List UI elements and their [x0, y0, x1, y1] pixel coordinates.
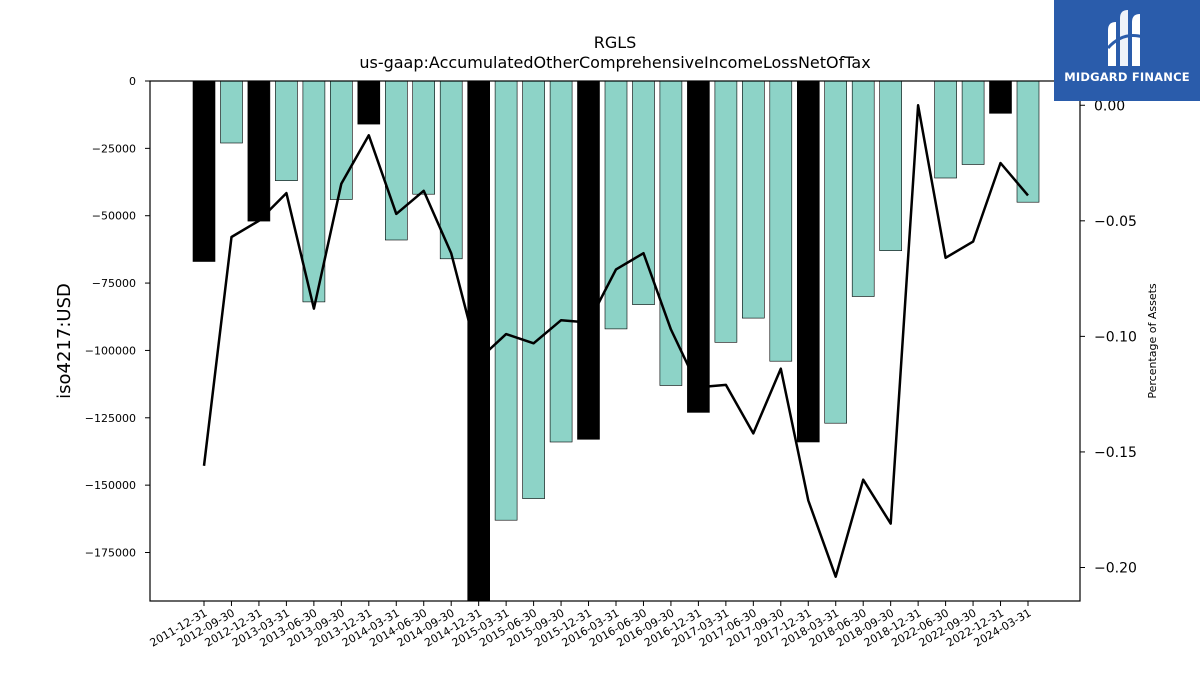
y-tick-label: −25000: [92, 142, 136, 155]
plot-frame: [149, 80, 1081, 602]
y2-tick-label: 0.00: [1094, 98, 1125, 114]
bar-2013-12-31: [357, 80, 381, 125]
bar-2024-03-31: [1016, 80, 1040, 203]
bar-2012-12-31: [247, 80, 271, 222]
bar-2015-03-31: [494, 80, 518, 521]
y2-axis-label: Percentage of Assets: [1146, 283, 1159, 399]
bar-2015-12-31: [577, 80, 600, 440]
bar-2018-03-31: [824, 80, 848, 424]
y2-tick-label: −0.10: [1094, 329, 1137, 345]
y-tick-label: −100000: [85, 344, 136, 357]
bar-2018-06-30: [851, 80, 875, 297]
bar-2017-09-30: [769, 80, 793, 362]
bar-2012-09-30: [220, 80, 243, 144]
left-axis: 0 −25000 −50000 −75000 −100000 −125000 −150000…: [85, 75, 150, 560]
bar-2015-06-30: [522, 80, 545, 499]
y-tick-label: 0: [129, 75, 136, 88]
bar-2011-12-31: [192, 80, 216, 262]
percentage-line-series: [202, 104, 1029, 578]
bar-2016-09-30: [659, 80, 683, 386]
bar-2015-09-30: [549, 80, 573, 443]
bar-2014-09-30: [439, 80, 463, 260]
chart-title: RGLS: [594, 33, 637, 52]
y2-tick-label: −0.20: [1094, 560, 1137, 576]
chart-subtitle: us-gaap:AccumulatedOtherComprehensiveInc…: [359, 53, 870, 72]
y2-tick-label: −0.15: [1094, 445, 1137, 461]
y-tick-label: −50000: [92, 210, 136, 223]
bar-2022-06-30: [934, 80, 957, 179]
bar-2016-12-31: [687, 80, 710, 413]
x-axis: 2011-12-312012-09-302012-12-312013-03-31…: [148, 601, 1034, 650]
y2-tick-label: −0.05: [1094, 214, 1137, 230]
bar-2014-06-30: [412, 80, 436, 195]
bar-2014-12-31: [467, 80, 491, 602]
logo-text: MIDGARD FINANCE: [1064, 70, 1190, 84]
midgard-logo-icon: [1106, 10, 1147, 66]
y-tick-label: −150000: [85, 479, 136, 492]
bar-series: [192, 80, 1040, 602]
bar-2014-03-31: [384, 80, 408, 241]
bar-2022-12-31: [989, 80, 1012, 114]
y-tick-label: −175000: [85, 547, 136, 560]
bar-2018-09-30: [879, 80, 903, 251]
percentage-line: [202, 104, 1029, 578]
right-axis: 0.00 −0.05 −0.10 −0.15 −0.20: [1080, 98, 1137, 576]
bar-2016-03-31: [604, 80, 628, 330]
bar-2022-09-30: [961, 80, 985, 165]
bar-2017-03-31: [714, 80, 738, 343]
y-tick-label: −75000: [92, 277, 136, 290]
y-tick-label: −125000: [85, 412, 136, 425]
bar-2017-12-31: [796, 80, 820, 443]
y-axis-label: iso4217:USD: [54, 283, 75, 399]
bar-2017-06-30: [741, 80, 765, 319]
midgard-finance-logo: MIDGARD FINANCE: [1054, 0, 1200, 101]
bar-2013-03-31: [275, 80, 298, 181]
